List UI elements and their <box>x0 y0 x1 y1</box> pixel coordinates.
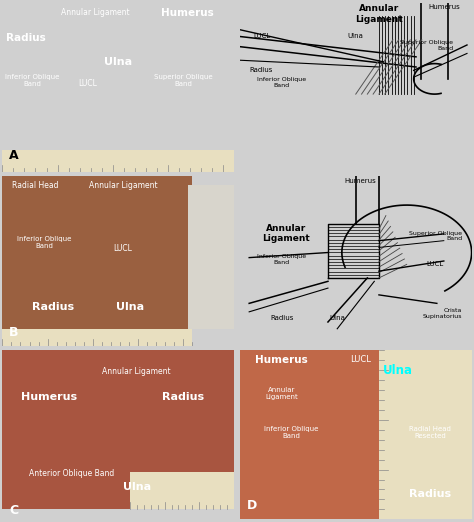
Text: Superior Oblique
Band: Superior Oblique Band <box>154 74 212 87</box>
Text: Radius: Radius <box>409 489 451 499</box>
Text: Ulna: Ulna <box>348 33 364 39</box>
Bar <box>2 150 234 172</box>
Text: Radial Head
Resected: Radial Head Resected <box>409 426 451 439</box>
Text: Radial Head: Radial Head <box>11 181 58 191</box>
Text: Inferior Oblique
Band: Inferior Oblique Band <box>264 426 318 439</box>
Text: Inferior Oblique
Band: Inferior Oblique Band <box>5 74 60 87</box>
Text: Inferior Oblique
Band: Inferior Oblique Band <box>257 254 306 265</box>
Text: B: B <box>9 326 19 339</box>
Text: Humerus: Humerus <box>428 4 460 10</box>
Text: Humerus: Humerus <box>255 355 308 365</box>
Text: Humerus: Humerus <box>161 8 214 18</box>
Text: D: D <box>247 500 257 512</box>
Text: Radius: Radius <box>32 302 74 312</box>
Text: Anterior Oblique Band: Anterior Oblique Band <box>29 469 115 478</box>
Text: A: A <box>9 149 19 162</box>
Text: Humerus: Humerus <box>345 178 376 184</box>
Text: LUCL: LUCL <box>113 244 132 253</box>
Text: Inferior Oblique
Band: Inferior Oblique Band <box>257 77 306 88</box>
Text: LUCL: LUCL <box>427 261 444 267</box>
Text: LUCL: LUCL <box>350 355 371 364</box>
Text: Annular
Ligament: Annular Ligament <box>265 387 298 400</box>
Bar <box>188 185 234 329</box>
Text: Annular Ligament: Annular Ligament <box>102 367 171 376</box>
Bar <box>420 350 472 519</box>
Bar <box>130 472 234 509</box>
Bar <box>379 350 425 519</box>
Text: Radius: Radius <box>249 67 273 73</box>
Text: Radius: Radius <box>162 393 204 402</box>
Text: Crista
Supinatorius: Crista Supinatorius <box>423 309 462 319</box>
Bar <box>240 350 383 519</box>
Text: Ulna: Ulna <box>383 363 412 376</box>
Text: Humerus: Humerus <box>21 393 77 402</box>
Text: Radius: Radius <box>270 315 293 321</box>
Text: Radius: Radius <box>6 33 46 43</box>
Text: Annular
Ligament: Annular Ligament <box>355 4 403 23</box>
Text: Superior Oblique
Band: Superior Oblique Band <box>400 40 453 51</box>
Bar <box>2 329 192 346</box>
Text: LUCL: LUCL <box>254 33 271 39</box>
Text: Annular Ligament: Annular Ligament <box>89 181 157 191</box>
Text: Ulna: Ulna <box>123 482 151 492</box>
Text: Ulna: Ulna <box>116 302 144 312</box>
Bar <box>2 176 192 332</box>
Text: Superior Oblique
Band: Superior Oblique Band <box>410 231 462 241</box>
Text: Annular
Ligament: Annular Ligament <box>263 224 310 243</box>
Text: Ulna: Ulna <box>329 315 345 321</box>
Text: Annular Ligament: Annular Ligament <box>61 8 129 17</box>
Text: LUCL: LUCL <box>79 79 98 88</box>
Text: Inferior Oblique
Band: Inferior Oblique Band <box>17 235 71 248</box>
Text: C: C <box>9 504 18 517</box>
Text: Ulna: Ulna <box>104 57 132 67</box>
